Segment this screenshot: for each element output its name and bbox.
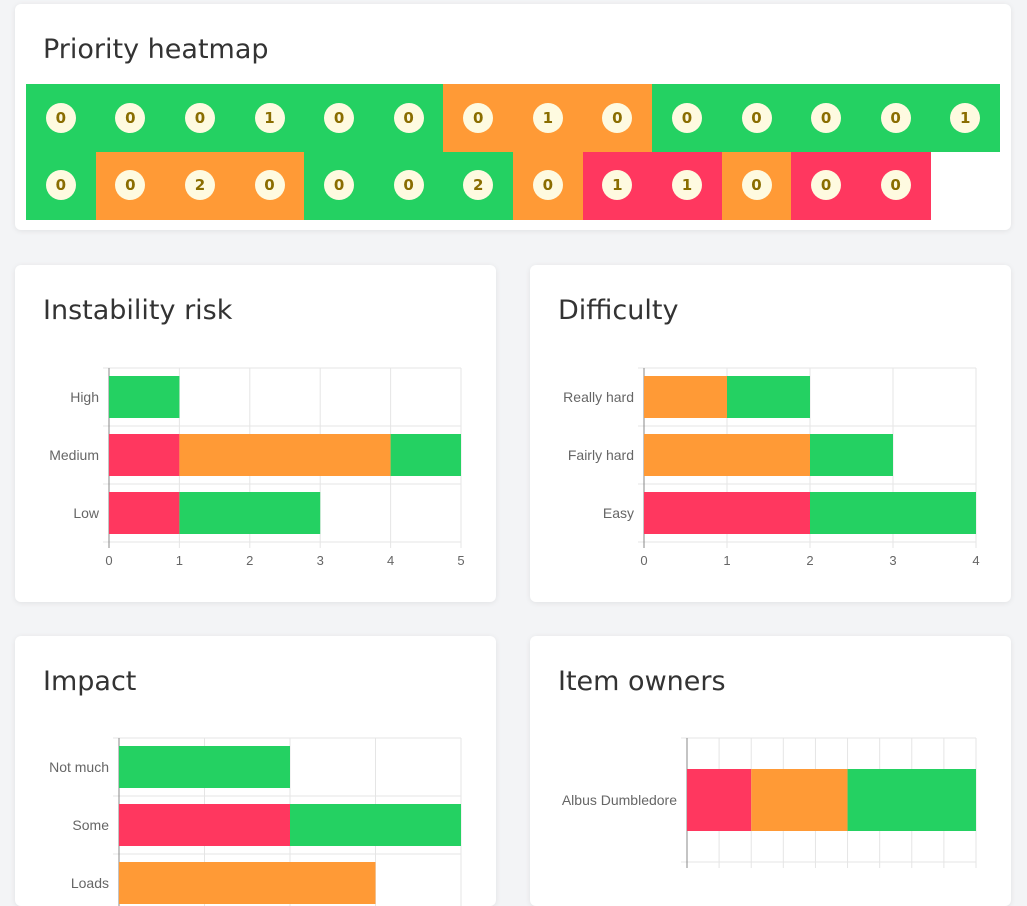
x-tick-label: 0: [640, 553, 647, 568]
heatmap-count-badge[interactable]: 0: [393, 170, 424, 201]
heatmap-count-badge[interactable]: 0: [532, 170, 563, 201]
impact-title: Impact: [43, 666, 137, 697]
category-label: High: [70, 389, 99, 405]
heatmap-count-badge[interactable]: 1: [602, 170, 633, 201]
heatmap-count-badge[interactable]: 0: [254, 170, 285, 201]
bar-segment: [810, 492, 976, 534]
bar-segment: [727, 376, 810, 418]
category-label: Some: [72, 817, 109, 833]
heatmap-grid: 0 0 0 1 0 0 0 1 0 0 0 0 0 1 0 0 2 0 0 0 2 0 1 1 0 0 0: [26, 84, 1001, 220]
heatmap-count-badge[interactable]: 1: [254, 102, 285, 133]
heatmap-count-badge[interactable]: 0: [324, 102, 355, 133]
owners-card: Item owners Albus Dumbledore: [530, 636, 1011, 906]
heatmap-count-badge[interactable]: 0: [45, 170, 76, 201]
bar-segment: [119, 746, 290, 788]
heatmap-count-badge[interactable]: 0: [811, 170, 842, 201]
heatmap-count-badge[interactable]: 0: [671, 102, 702, 133]
heatmap-count-badge[interactable]: 0: [393, 102, 424, 133]
category-label: Fairly hard: [568, 447, 634, 463]
bar-segment: [810, 434, 893, 476]
heatmap-card: Priority heatmap 0 0 0 1 0 0 0 1 0 0 0 0 0 1 0 0 2 0 0 0 2 0 1…: [15, 4, 1011, 230]
heatmap-title: Priority heatmap: [43, 34, 269, 65]
heatmap-count-badge[interactable]: 0: [602, 102, 633, 133]
heatmap-count-badge[interactable]: 0: [811, 102, 842, 133]
bar-segment: [687, 769, 752, 831]
bar-segment: [109, 376, 180, 418]
x-tick-label: 1: [723, 553, 730, 568]
x-tick-label: 3: [317, 553, 324, 568]
heatmap-count-badge[interactable]: 0: [115, 102, 146, 133]
x-tick-label: 0: [105, 553, 112, 568]
bar-segment: [644, 434, 810, 476]
x-tick-label: 1: [176, 553, 183, 568]
bar-segment: [109, 434, 180, 476]
bar-segment: [109, 492, 180, 534]
heatmap-count-badge[interactable]: 0: [880, 102, 911, 133]
bar-segment: [179, 492, 321, 534]
bar-segment: [644, 492, 810, 534]
difficulty-card: Difficulty Really hard Fairly hard Easy 0 1 2…: [530, 265, 1011, 602]
heatmap-count-badge[interactable]: 1: [671, 170, 702, 201]
bar-segment: [119, 862, 376, 904]
heatmap-count-badge[interactable]: 0: [880, 170, 911, 201]
heatmap-segment: [26, 84, 444, 152]
category-label: Albus Dumbledore: [562, 792, 677, 808]
instability-title: Instability risk: [43, 295, 233, 326]
impact-chart: Not much Some Loads: [49, 737, 462, 906]
owners-title: Item owners: [558, 666, 726, 697]
heatmap-count-badge[interactable]: 0: [324, 170, 355, 201]
bar-segment: [390, 434, 461, 476]
difficulty-title: Difficulty: [558, 295, 679, 326]
x-tick-label: 3: [889, 553, 896, 568]
category-label: Easy: [603, 505, 634, 521]
bar-segment: [644, 376, 727, 418]
heatmap-count-badge[interactable]: 1: [950, 102, 981, 133]
heatmap-count-badge[interactable]: 2: [184, 170, 215, 201]
instability-chart: High Medium Low 0 1 2 3 4 5: [49, 367, 465, 568]
heatmap-count-badge[interactable]: 2: [463, 170, 494, 201]
category-label: Medium: [49, 447, 99, 463]
x-tick-label: 5: [457, 553, 464, 568]
heatmap-count-badge[interactable]: 0: [741, 170, 772, 201]
x-tick-label: 4: [387, 553, 394, 568]
category-label: Low: [73, 505, 100, 521]
x-tick-label: 2: [806, 553, 813, 568]
heatmap-count-badge[interactable]: 0: [741, 102, 772, 133]
bar-segment: [179, 434, 391, 476]
impact-card: Impact Not much Some Loads: [15, 636, 496, 906]
x-tick-label: 4: [972, 553, 979, 568]
category-label: Not much: [49, 759, 109, 775]
x-tick-label: 2: [246, 553, 253, 568]
heatmap-count-badge[interactable]: 0: [184, 102, 215, 133]
bar-segment: [119, 804, 290, 846]
category-label: Really hard: [563, 389, 634, 405]
heatmap-count-badge[interactable]: 1: [532, 102, 563, 133]
bar-segment: [751, 769, 848, 831]
instability-card: Instability risk High Medium Low 0 1 2 3 4 5: [15, 265, 496, 602]
heatmap-count-badge[interactable]: 0: [115, 170, 146, 201]
heatmap-count-badge[interactable]: 0: [45, 102, 76, 133]
category-label: Loads: [71, 875, 109, 891]
difficulty-chart: Really hard Fairly hard Easy 0 1 2 3 4: [563, 367, 980, 568]
heatmap-count-badge[interactable]: 0: [463, 102, 494, 133]
bar-segment: [847, 769, 976, 831]
owners-chart: Albus Dumbledore: [562, 737, 977, 868]
bar-segment: [290, 804, 461, 846]
